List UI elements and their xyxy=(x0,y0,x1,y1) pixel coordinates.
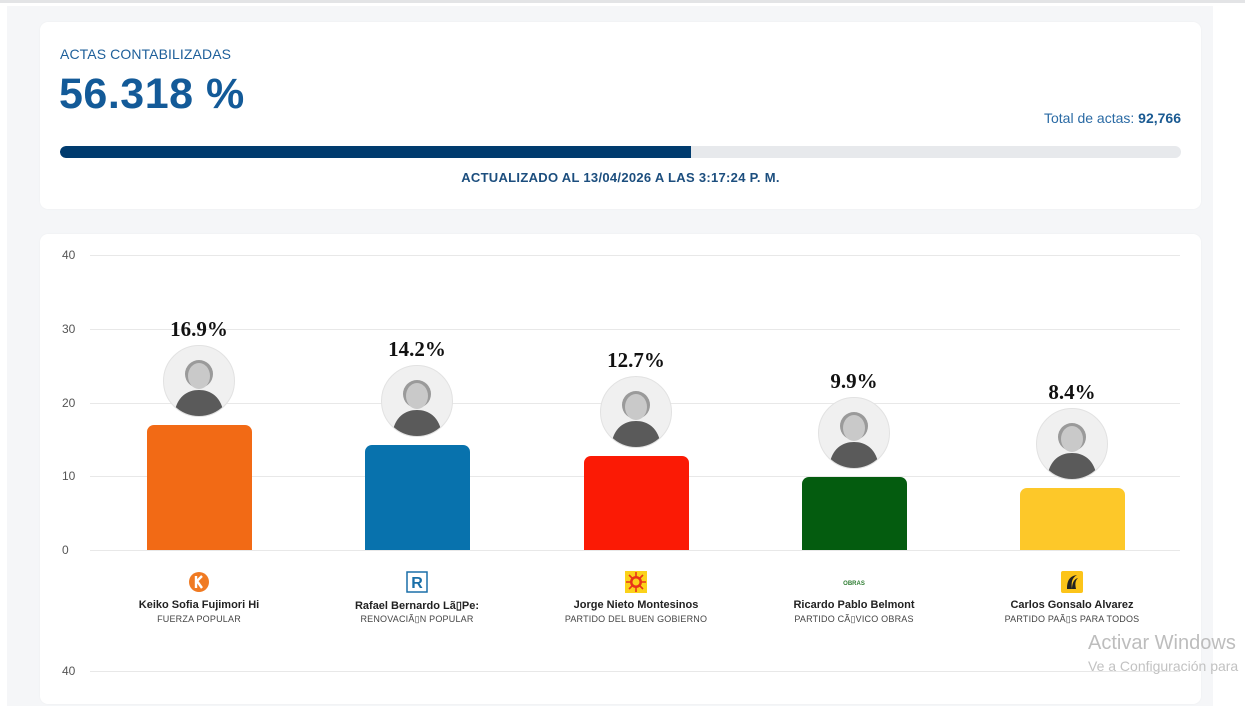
bar-candidate-2[interactable] xyxy=(365,445,470,550)
candidate-photo xyxy=(381,365,453,438)
bar-value-label: 14.2% xyxy=(388,337,446,362)
windows-activation-title: Activar Windows xyxy=(1088,632,1236,654)
gridline-second-chart xyxy=(90,671,1180,672)
party-name: PARTIDO CÃ▯VICO OBRAS xyxy=(794,614,914,624)
candidate-photo xyxy=(600,376,672,449)
candidate-photo xyxy=(818,396,890,469)
svg-text:R: R xyxy=(411,575,423,592)
y-tick-second-chart: 40 xyxy=(62,664,76,678)
windows-activation-subtitle: Ve a Configuración para xyxy=(1088,658,1239,674)
candidate-photo xyxy=(1036,408,1108,481)
party-name: PARTIDO DEL BUEN GOBIERNO xyxy=(564,614,708,624)
candidate-name: Jorge Nieto Montesinos xyxy=(573,599,699,611)
bar-candidate-1[interactable] xyxy=(147,425,252,550)
actas-percent: 56.318 % xyxy=(59,70,245,118)
candidate-name: Keiko Sofia Fujimori Hi xyxy=(138,599,260,611)
y-tick-label: 0 xyxy=(62,543,69,557)
total-actas-label: Total de actas: xyxy=(1044,110,1135,126)
gridline xyxy=(90,328,1180,330)
candidate-name: Ricardo Pablo Belmont xyxy=(793,599,915,611)
updated-timestamp: ACTUALIZADO AL 13/04/2026 A LAS 3:17:24 … xyxy=(461,170,780,185)
bar-candidate-3[interactable] xyxy=(584,456,689,550)
bar-value-label: 8.4% xyxy=(1048,380,1096,405)
progress-fill xyxy=(60,146,692,158)
y-tick-label: 30 xyxy=(62,321,76,336)
bar-value-label: 12.7% xyxy=(607,348,665,373)
y-tick-label: 10 xyxy=(62,469,76,484)
total-actas: Total de actas: 92,766 xyxy=(1044,110,1181,126)
party-name: RENOVACIÃ▯N POPULAR xyxy=(360,614,474,624)
bar-value-label: 16.9% xyxy=(170,317,228,342)
obras-logo-icon: OBRAS xyxy=(843,571,865,593)
y-tick-label: 40 xyxy=(62,248,76,262)
progress-bar xyxy=(60,146,1181,158)
party-name: FUERZA POPULAR xyxy=(157,614,241,624)
candidate-name: Rafael Bernardo Lã▯Pe: xyxy=(354,600,480,612)
pais-para-todos-logo-icon xyxy=(1061,571,1083,593)
actas-label: ACTAS CONTABILIZADAS xyxy=(60,46,232,62)
gridline xyxy=(90,550,1180,551)
top-border xyxy=(0,0,1245,3)
results-chart-card: 40 30 20 10 0 16.9% Keiko Sofia Fujimori Hi FUE… xyxy=(40,234,1201,704)
total-actas-value: 92,766 xyxy=(1138,110,1181,126)
bar-candidate-5[interactable] xyxy=(1020,488,1125,550)
party-name: PARTIDO PAÃ▯S PARA TODOS xyxy=(1004,614,1140,624)
svg-text:OBRAS: OBRAS xyxy=(843,581,865,587)
bar-candidate-4[interactable] xyxy=(802,476,907,550)
bar-value-label: 9.9% xyxy=(830,368,878,393)
buen-gobierno-sun-logo-icon xyxy=(625,571,647,593)
candidate-photo xyxy=(163,345,235,418)
summary-card: ACTAS CONTABILIZADAS 56.318 % Total de a… xyxy=(40,22,1201,209)
gridline xyxy=(90,255,1180,256)
fuerza-popular-k-logo-icon xyxy=(188,571,210,593)
candidate-name: Carlos Gonsalo Alvarez xyxy=(1010,599,1134,611)
renovacion-popular-r-logo-icon: R xyxy=(406,571,428,593)
y-tick-label: 20 xyxy=(62,395,76,410)
